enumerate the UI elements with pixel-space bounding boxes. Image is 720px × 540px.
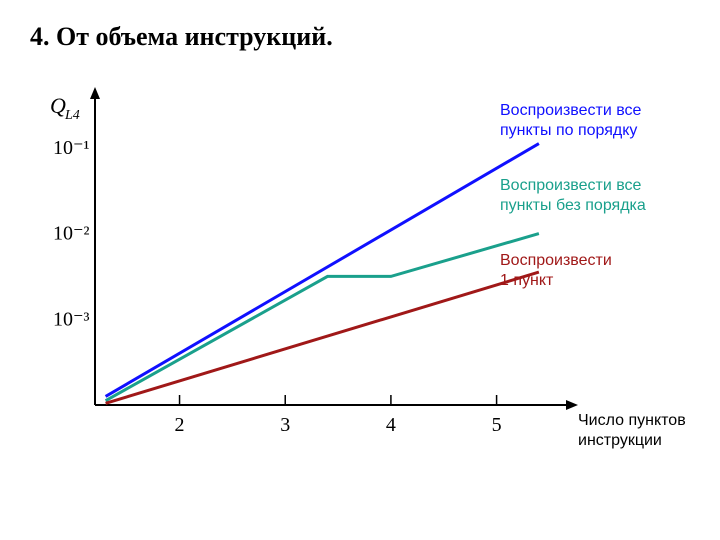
x-tick-label-3: 5	[492, 414, 502, 436]
series-label-unordered-1: Воспроизвести все	[500, 177, 642, 194]
x-axis-title-line1: Число пунктов	[578, 412, 686, 429]
series-label-ordered-1: Воспроизвести все	[500, 102, 642, 119]
y-axis-arrow	[90, 87, 100, 99]
series-label-unordered-2: пункты без порядка	[500, 197, 646, 214]
series-line-unordered	[106, 234, 539, 401]
chart-container: QL4 10⁻¹ 10⁻² 10⁻³ 2 3 4 5 Число пунктов инструкц…	[0, 75, 720, 515]
x-tick-label-1: 3	[280, 414, 290, 436]
series-label-one-1: Воспроизвести	[500, 252, 612, 269]
y-axis-title-sub: L4	[64, 108, 80, 123]
y-axis-title-main: Q	[50, 93, 66, 118]
x-axis-title-line2: инструкции	[578, 432, 662, 449]
series-line-one	[106, 272, 539, 403]
x-axis-arrow	[566, 400, 578, 410]
x-tick-label-0: 2	[175, 414, 185, 436]
series-label-one-2: 1 пункт	[500, 272, 554, 289]
y-tick-label-0: 10⁻¹	[53, 137, 90, 159]
chart-svg: QL4 10⁻¹ 10⁻² 10⁻³ 2 3 4 5 Число пунктов инструкц…	[0, 75, 720, 515]
series-line-ordered	[106, 144, 539, 397]
x-tick-label-2: 4	[386, 414, 396, 436]
series-label-ordered-2: пункты по порядку	[500, 122, 637, 139]
y-tick-label-1: 10⁻²	[53, 223, 90, 245]
y-tick-label-2: 10⁻³	[53, 308, 90, 330]
page-title: 4. От объема инструкций.	[30, 22, 333, 52]
